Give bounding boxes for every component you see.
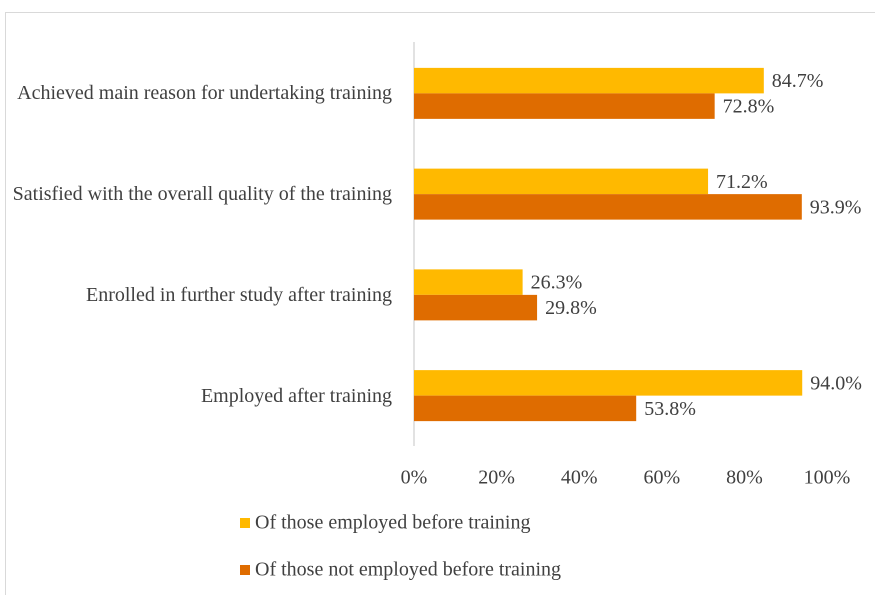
x-tick-label: 0% (401, 467, 428, 489)
x-tick-label: 40% (561, 467, 598, 489)
value-label: 93.9% (810, 196, 862, 218)
x-tick-label: 80% (726, 467, 763, 489)
category-text: Employed after training (200, 384, 392, 407)
category-text: Achieved main reason for undertaking tra… (17, 82, 392, 105)
bar (414, 67, 764, 94)
category-label: Satisfied with the overall quality of th… (10, 182, 392, 206)
x-tick-label: 60% (643, 467, 680, 489)
bar (414, 294, 538, 321)
value-label: 29.8% (545, 297, 597, 319)
category-label: Employed after training (10, 384, 392, 408)
value-label: 72.8% (723, 96, 775, 118)
bar (414, 194, 802, 220)
bar (414, 168, 709, 195)
legend-swatch (240, 565, 250, 575)
legend-swatch (240, 518, 250, 528)
category-text: Enrolled in further study after training (85, 283, 392, 306)
bar (414, 395, 637, 422)
category-text: Satisfied with the overall quality of th… (12, 183, 392, 206)
value-label: 84.7% (772, 70, 824, 92)
category-label: Achieved main reason for undertaking tra… (10, 81, 392, 105)
value-label: 94.0% (810, 372, 862, 394)
value-label: 71.2% (716, 171, 768, 193)
bar (414, 93, 715, 119)
bar (414, 370, 803, 396)
x-tick-label: 100% (804, 467, 851, 489)
category-label: Enrolled in further study after training (10, 283, 392, 307)
legend-label: Of those employed before training (255, 512, 530, 534)
x-tick-label: 20% (478, 467, 515, 489)
legend-label: Of those not employed before training (255, 559, 561, 581)
bar (414, 269, 523, 295)
value-label: 26.3% (531, 272, 583, 294)
value-label: 53.8% (644, 398, 696, 420)
